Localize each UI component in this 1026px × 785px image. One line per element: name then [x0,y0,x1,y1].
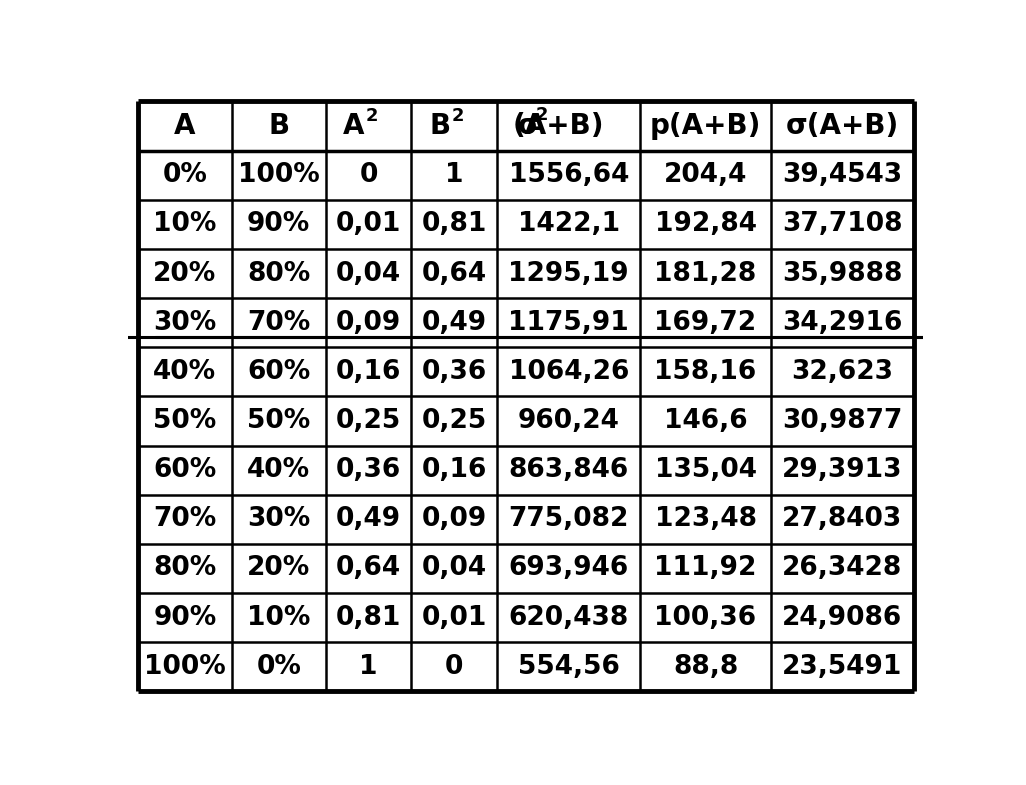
Text: 27,8403: 27,8403 [782,506,903,532]
Text: 0,09: 0,09 [422,506,487,532]
Text: 23,5491: 23,5491 [782,654,903,680]
Text: 0,01: 0,01 [336,211,401,237]
Text: 192,84: 192,84 [655,211,756,237]
Text: 960,24: 960,24 [518,408,620,434]
Text: 620,438: 620,438 [509,604,629,630]
Text: 34,2916: 34,2916 [782,309,903,336]
Text: 0,81: 0,81 [336,604,401,630]
Text: 0,16: 0,16 [422,457,487,484]
Text: 111,92: 111,92 [655,556,757,582]
Text: σ: σ [518,112,540,140]
Text: A: A [174,112,196,140]
Text: 693,946: 693,946 [509,556,629,582]
Text: 37,7108: 37,7108 [782,211,903,237]
Text: 775,082: 775,082 [509,506,629,532]
Text: 181,28: 181,28 [655,261,756,287]
Text: 0,36: 0,36 [336,457,401,484]
Text: 0,49: 0,49 [422,309,487,336]
Text: 20%: 20% [153,261,216,287]
Text: 100,36: 100,36 [655,604,756,630]
Text: σ(A+B): σ(A+B) [786,112,899,140]
Text: 1: 1 [445,162,464,188]
Text: 80%: 80% [153,556,216,582]
Text: 0,81: 0,81 [422,211,487,237]
Text: 0,64: 0,64 [422,261,487,287]
Text: 1064,26: 1064,26 [509,359,629,385]
Text: 40%: 40% [153,359,216,385]
Text: 2: 2 [451,108,464,125]
Text: 1175,91: 1175,91 [508,309,629,336]
Text: 0,64: 0,64 [336,556,401,582]
Text: 32,623: 32,623 [791,359,894,385]
Text: 60%: 60% [153,457,216,484]
Text: 10%: 10% [153,211,216,237]
Text: 2: 2 [365,108,378,125]
Text: 30%: 30% [153,309,216,336]
Text: 10%: 10% [247,604,311,630]
Text: 70%: 70% [247,309,310,336]
Text: 0,49: 0,49 [336,506,401,532]
Text: 123,48: 123,48 [655,506,756,532]
Text: 29,3913: 29,3913 [782,457,903,484]
Text: 90%: 90% [153,604,216,630]
Text: 50%: 50% [247,408,310,434]
Text: 0%: 0% [162,162,207,188]
Text: 0,25: 0,25 [422,408,487,434]
Text: 1295,19: 1295,19 [509,261,629,287]
Text: 0,04: 0,04 [422,556,487,582]
Text: 158,16: 158,16 [655,359,756,385]
Text: 0,16: 0,16 [336,359,401,385]
Text: 1: 1 [359,654,378,680]
Text: 88,8: 88,8 [673,654,738,680]
Text: p(A+B): p(A+B) [649,112,761,140]
Text: 0: 0 [445,654,464,680]
Text: 30,9877: 30,9877 [782,408,903,434]
Text: 204,4: 204,4 [664,162,747,188]
Text: 90%: 90% [247,211,310,237]
Text: 80%: 80% [247,261,310,287]
Text: 24,9086: 24,9086 [782,604,903,630]
Text: 554,56: 554,56 [518,654,620,680]
Text: 0%: 0% [256,654,302,680]
Text: 50%: 50% [153,408,216,434]
Text: 0,04: 0,04 [336,261,401,287]
Text: 0,36: 0,36 [422,359,487,385]
Text: 35,9888: 35,9888 [782,261,903,287]
Text: 26,3428: 26,3428 [782,556,903,582]
Text: (A+B): (A+B) [513,112,604,140]
Text: 0: 0 [359,162,378,188]
Text: 146,6: 146,6 [664,408,747,434]
Text: 70%: 70% [153,506,216,532]
Text: 30%: 30% [247,506,310,532]
Text: 0,01: 0,01 [422,604,487,630]
Text: 60%: 60% [247,359,310,385]
Text: 0,09: 0,09 [336,309,401,336]
Text: 100%: 100% [238,162,319,188]
Text: 2: 2 [536,106,548,124]
Text: 39,4543: 39,4543 [782,162,903,188]
Text: 169,72: 169,72 [655,309,756,336]
Text: 1556,64: 1556,64 [509,162,629,188]
Text: 1422,1: 1422,1 [518,211,620,237]
Text: B: B [268,112,289,140]
Text: 100%: 100% [144,654,226,680]
Text: A: A [343,112,364,140]
Text: 135,04: 135,04 [655,457,756,484]
Text: 0,25: 0,25 [336,408,401,434]
Text: 863,846: 863,846 [509,457,629,484]
Text: 20%: 20% [247,556,310,582]
Text: 40%: 40% [247,457,310,484]
Text: B: B [429,112,450,140]
